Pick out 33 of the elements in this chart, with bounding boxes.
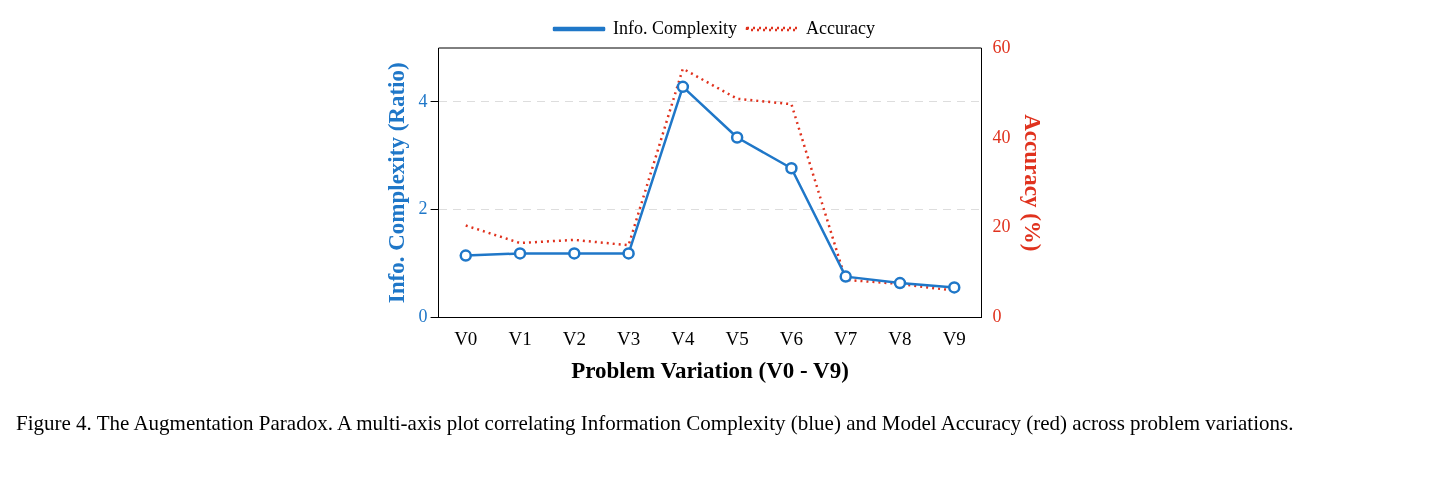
x-tick-label: V7 (834, 327, 858, 349)
y2-axis-title: Accuracy (%) (1020, 114, 1046, 252)
y2-tick-label: 40 (992, 126, 1011, 147)
x-tick-label: V9 (942, 327, 966, 349)
legend-label: Info. Complexity (613, 17, 738, 38)
point (730, 131, 744, 144)
legend-label: Accuracy (806, 17, 875, 38)
x-tick-label: V2 (562, 327, 586, 349)
point (948, 281, 961, 294)
y2-tick-label: 20 (992, 216, 1011, 237)
x-tick-label: V1 (508, 327, 532, 349)
x-axis-title: Problem Variation (V0 - V9) (571, 358, 849, 384)
point (622, 247, 635, 260)
x-tick-label: V8 (888, 327, 912, 349)
y-tick-label: 0 (418, 306, 428, 327)
x-tick-label: V3 (616, 327, 641, 349)
x-tick-label: V4 (671, 327, 695, 349)
caption: Figure 4. The Augmentation Paradox. A multi-axis plot correlating Information Complexity (blue) and Model Accuracy (red) across problem variations. (16, 410, 1295, 437)
point (568, 247, 581, 260)
point (513, 247, 527, 260)
x-tick-label: V6 (779, 327, 804, 349)
x-tick-label: V0 (454, 327, 478, 349)
point (839, 270, 852, 283)
y-axis-title: Info. Complexity (Ratio) (383, 62, 409, 304)
point (459, 249, 472, 262)
point (893, 276, 907, 290)
point (785, 161, 798, 175)
y2-tick-label: 0 (992, 306, 1002, 327)
y-tick-label: 2 (418, 198, 428, 219)
x-tick-label: V5 (725, 327, 749, 349)
point (676, 80, 690, 94)
y-tick-label: 4 (418, 90, 428, 111)
y2-tick-label: 60 (992, 36, 1011, 57)
